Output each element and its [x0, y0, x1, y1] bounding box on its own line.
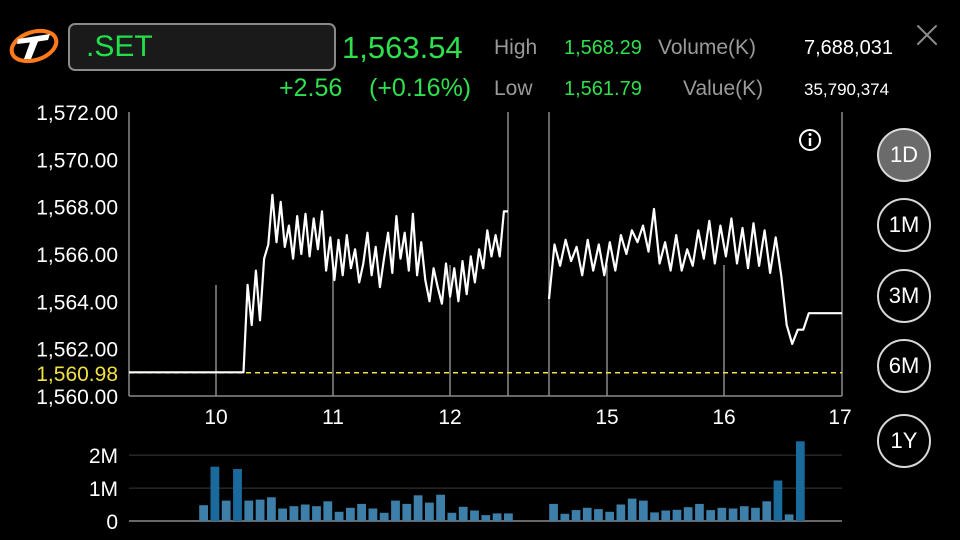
low-value: 1,561.79	[564, 78, 642, 100]
volume-bar	[312, 506, 321, 521]
y-tick-label: 1,564.00	[36, 291, 118, 314]
price-change-percent: (+0.16%)	[369, 74, 472, 102]
volume-bar	[549, 503, 558, 521]
reference-label-bg	[4, 361, 120, 384]
y-tick-label: 1,570.00	[36, 149, 118, 172]
last-price: 1,563.54	[342, 30, 463, 65]
high-value: 1,568.29	[564, 37, 642, 59]
chart-grid	[128, 112, 843, 397]
volume-bar	[695, 503, 704, 521]
volume-bar	[210, 466, 220, 521]
volume-bar	[470, 510, 479, 521]
volume-bar	[436, 494, 445, 521]
volume-bar	[717, 507, 727, 521]
x-tick-label: 17	[828, 406, 851, 429]
period-button-1d[interactable]: 1D	[877, 128, 931, 182]
volume-bar	[683, 507, 693, 521]
value-value: 35,790,374	[804, 80, 890, 99]
volume-bar	[334, 511, 344, 521]
volume-bar	[481, 515, 491, 521]
volume-bar	[368, 508, 378, 521]
x-tick-label: 12	[438, 406, 461, 429]
volume-bar	[233, 469, 242, 521]
volume-bar	[605, 511, 614, 521]
volume-tick-label: 1M	[89, 478, 118, 501]
period-button-3m[interactable]: 3M	[877, 269, 931, 323]
x-tick-label: 16	[712, 406, 735, 429]
volume-bar	[672, 509, 682, 521]
x-tick-label: 15	[595, 406, 618, 429]
x-tick-label: 11	[322, 406, 344, 429]
price-line-series	[198, 193, 508, 374]
period-button-6m[interactable]: 6M	[877, 339, 931, 393]
volume-value: 7,688,031	[804, 37, 893, 59]
volume-bar	[357, 503, 366, 521]
x-tick-label: 10	[204, 406, 227, 429]
brand-logo-icon	[9, 28, 59, 64]
y-tick-label: 1,566.00	[36, 244, 118, 267]
volume-bar	[504, 513, 513, 521]
y-tick-label: 1,560.00	[36, 386, 118, 409]
volume-bar	[458, 506, 468, 521]
price-line-series	[547, 207, 842, 345]
volume-bar	[639, 500, 648, 521]
symbol-input[interactable]: .SET	[68, 23, 336, 71]
value-label: Value(K)	[683, 77, 764, 100]
volume-bar	[582, 507, 592, 521]
price-line-layer	[129, 193, 842, 374]
volume-bar	[278, 508, 287, 521]
volume-bar	[267, 497, 276, 521]
volume-label: Volume(K)	[658, 36, 757, 59]
volume-bar	[560, 513, 570, 521]
volume-bar	[413, 495, 423, 521]
low-label: Low	[494, 77, 533, 100]
y-tick-label: 1,572.00	[36, 102, 118, 125]
volume-bar	[706, 510, 715, 521]
volume-bar	[650, 512, 659, 521]
volume-bar	[616, 504, 626, 521]
volume-bar	[773, 480, 783, 521]
volume-bar	[447, 512, 457, 521]
volume-tick-label: 0	[106, 511, 118, 534]
volume-bar	[300, 504, 310, 521]
volume-bar	[594, 509, 603, 521]
volume-bar	[751, 507, 760, 521]
period-button-1y[interactable]: 1Y	[877, 414, 931, 468]
price-change: +2.56	[279, 74, 343, 102]
y-tick-label: 1,568.00	[36, 197, 118, 220]
volume-bar	[762, 501, 772, 522]
period-button-1m[interactable]: 1M	[877, 198, 931, 252]
y-tick-label: 1,562.00	[36, 339, 118, 362]
high-label: High	[494, 36, 538, 59]
reference-label: 1,560.98	[36, 363, 118, 386]
volume-bar	[379, 512, 389, 521]
volume-bar	[571, 510, 581, 521]
volume-bar	[289, 506, 299, 521]
volume-bar	[796, 441, 805, 521]
volume-bar	[199, 505, 208, 521]
close-icon[interactable]	[912, 20, 942, 50]
volume-bar	[739, 506, 749, 521]
info-icon[interactable]	[799, 129, 821, 151]
volume-bar	[627, 498, 637, 521]
volume-bar	[784, 514, 794, 521]
volume-bar	[425, 502, 434, 521]
volume-bar	[244, 500, 254, 521]
volume-bar	[402, 503, 412, 521]
volume-bar	[492, 513, 502, 521]
volume-tick-label: 2M	[89, 445, 118, 468]
volume-bar	[323, 501, 333, 522]
volume-bar	[661, 510, 671, 521]
volume-bar	[221, 500, 231, 521]
volume-bars-layer: 2M 1M 0	[89, 441, 842, 534]
chart-axes: 1,572.00 1,570.00 1,568.00 1,566.00 1,564.00…	[4, 102, 852, 429]
volume-bar	[728, 508, 738, 521]
volume-bar	[391, 500, 400, 521]
volume-bar	[346, 507, 355, 521]
volume-bar	[255, 499, 265, 521]
